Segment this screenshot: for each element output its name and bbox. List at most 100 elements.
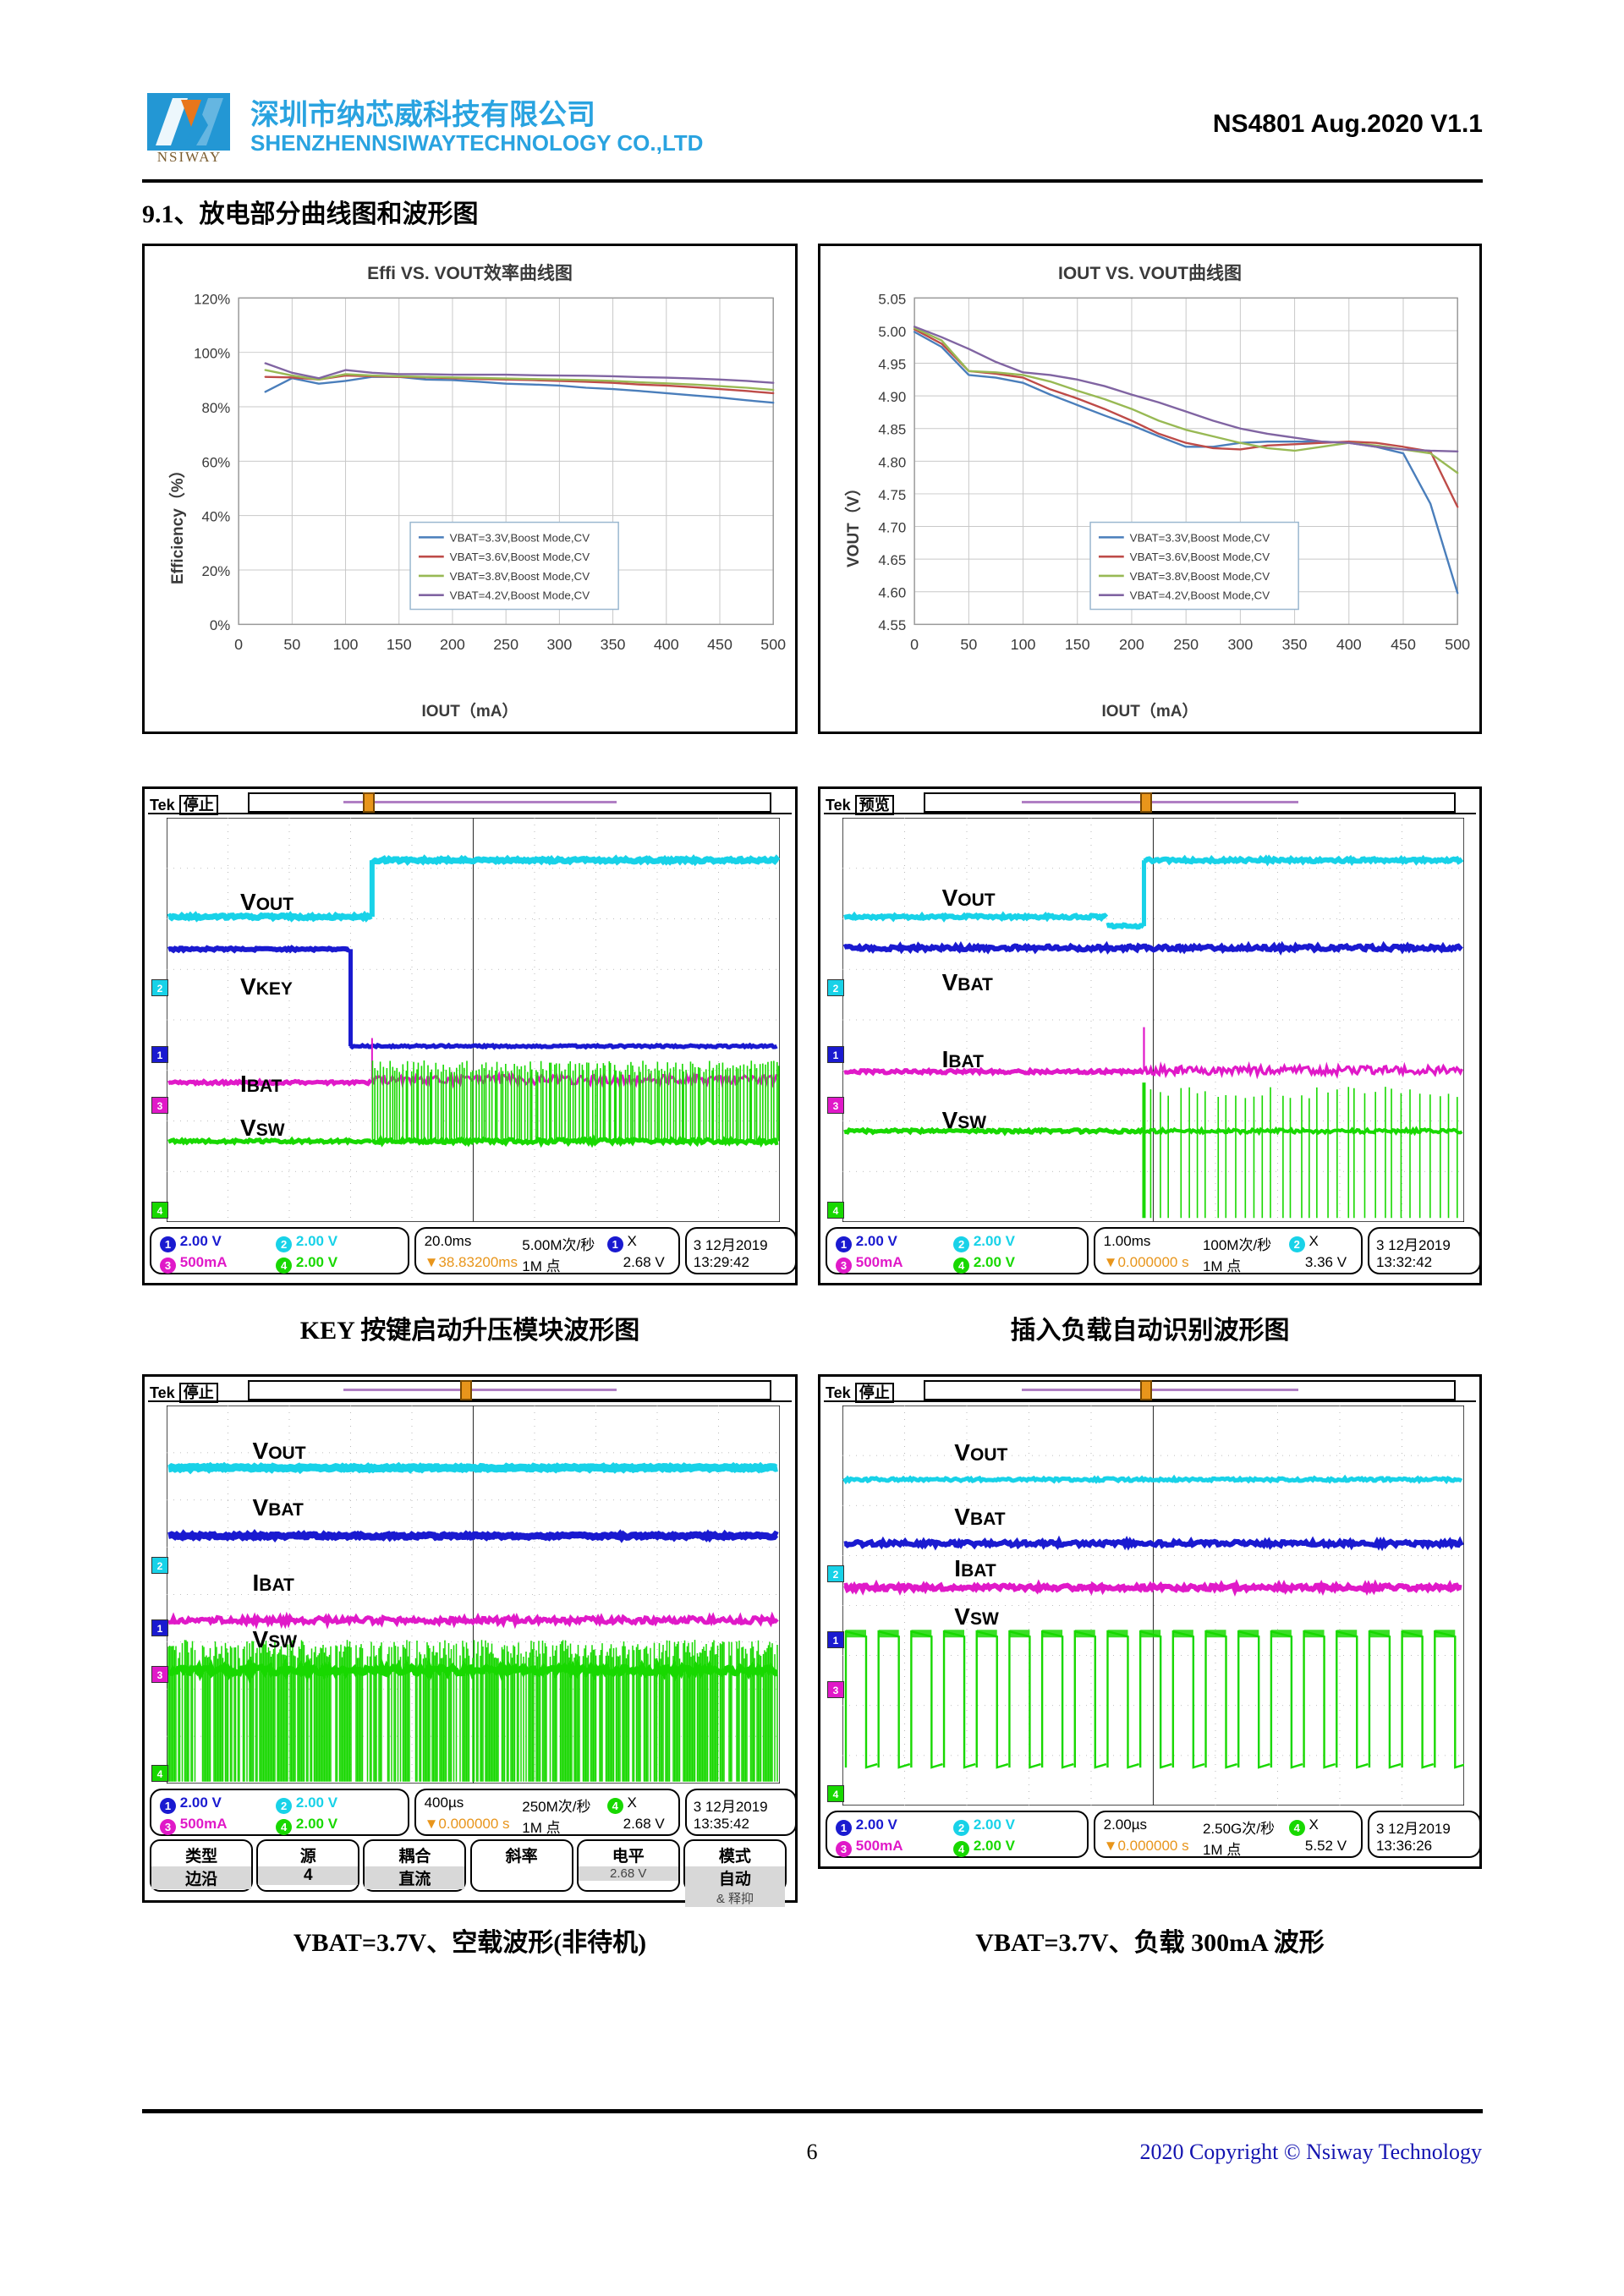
menu-button-2[interactable]: 耦合 直流 xyxy=(363,1839,467,1892)
svg-text:VBAT=3.8V,Boost Mode,CV: VBAT=3.8V,Boost Mode,CV xyxy=(450,570,590,583)
record-length-value: 1M 点 xyxy=(522,1258,561,1274)
figure-panel-scope-noload: Tek 停止 2 1 3 4 VOUT VBAT IBAT VSW 1 2.00 V 2 2.00 … xyxy=(142,1374,798,1907)
trigger-level-value[interactable]: 5.52 V xyxy=(1304,1838,1347,1854)
ch4-scale[interactable]: 4 2.00 V xyxy=(276,1254,337,1274)
section-heading: 9.1、放电部分曲线图和波形图 xyxy=(142,200,479,228)
ch1-scale[interactable]: 1 2.00 V xyxy=(160,1233,222,1252)
channel-marker-4[interactable]: 4 xyxy=(827,1202,844,1219)
menu-button-label: 源 xyxy=(299,1848,316,1866)
timebase-value[interactable]: 2.00µs xyxy=(1103,1817,1148,1833)
scope-brand-status: Tek 停止 xyxy=(826,1381,894,1403)
trigger-source-value[interactable]: 4 X xyxy=(606,1795,637,1814)
timebase-value[interactable]: 20.0ms xyxy=(424,1233,472,1249)
trigger-source-value[interactable]: 2 X xyxy=(1288,1233,1319,1252)
scope-readout-bar: 1 2.00 V 2 2.00 V 3 500mA 4 2.00 V 20.0ms ▼38… xyxy=(150,1227,798,1274)
figure-panel-vout-chart: IOUT VS. VOUT曲线图 VOUT（V） 4.55 4.60 4.65 4.7… xyxy=(818,244,1482,734)
figure-panel-scope-load-detect: Tek 预览 2 1 3 4 VOUT VBAT IBAT VSW 1 2.00 V 2 2.00 … xyxy=(818,786,1482,1285)
channel-dot: 4 xyxy=(953,1841,970,1857)
channel-marker-1[interactable]: 1 xyxy=(151,1619,168,1636)
svg-text:50: 50 xyxy=(283,636,300,653)
channel-marker-4[interactable]: 4 xyxy=(151,1202,168,1219)
scope-record-window xyxy=(924,792,1456,813)
svg-text:5.00: 5.00 xyxy=(878,324,906,340)
scope-date: 3 12月2019 xyxy=(693,1237,768,1253)
timebase-value[interactable]: 400µs xyxy=(424,1795,464,1811)
channel-marker-2[interactable]: 2 xyxy=(151,979,168,997)
ch3-scale[interactable]: 3 500mA xyxy=(160,1254,228,1274)
ch2-scale[interactable]: 2 2.00 V xyxy=(276,1233,337,1252)
ch4-scale[interactable]: 4 2.00 V xyxy=(953,1838,1015,1857)
signal-label-ibat: IBAT xyxy=(240,1070,283,1097)
svg-text:80%: 80% xyxy=(201,400,230,416)
ch2-scale[interactable]: 2 2.00 V xyxy=(953,1817,1015,1836)
svg-text:400: 400 xyxy=(654,636,679,653)
ch4-scale[interactable]: 4 2.00 V xyxy=(953,1254,1015,1274)
channel-marker-2[interactable]: 2 xyxy=(827,1565,844,1583)
channel-marker-3[interactable]: 3 xyxy=(827,1096,844,1114)
channel-dot: 2 xyxy=(953,1236,970,1252)
channel-marker-3[interactable]: 3 xyxy=(827,1681,844,1699)
trigger-source-value[interactable]: 4 X xyxy=(1288,1817,1319,1836)
ch1-scale[interactable]: 1 2.00 V xyxy=(160,1795,222,1814)
ch1-scale[interactable]: 1 2.00 V xyxy=(836,1817,897,1836)
channel-marker-2[interactable]: 2 xyxy=(827,979,844,997)
scope-time: 13:36:26 xyxy=(1375,1838,1433,1854)
trigger-position-value[interactable]: ▼0.000000 s xyxy=(1103,1254,1189,1270)
ch3-scale[interactable]: 3 500mA xyxy=(836,1838,903,1857)
ch3-scale[interactable]: 3 500mA xyxy=(160,1816,228,1835)
menu-button-5[interactable]: 模式 自动 & 释抑 xyxy=(683,1839,787,1907)
company-logo: NSIWAY xyxy=(142,93,242,171)
scope-readout-bar: 1 2.00 V 2 2.00 V 3 500mA 4 2.00 V 1.00ms ▼0.… xyxy=(826,1227,1482,1274)
channel-marker-4[interactable]: 4 xyxy=(151,1764,168,1782)
trigger-source-value[interactable]: 1 X xyxy=(606,1233,637,1252)
scope-brand-label: Tek xyxy=(826,1384,851,1401)
scope-record-window xyxy=(924,1380,1456,1400)
trigger-level-value[interactable]: 2.68 V xyxy=(623,1816,665,1832)
svg-text:100: 100 xyxy=(1011,636,1036,653)
page-number: 6 xyxy=(806,2140,818,2164)
channel-marker-4[interactable]: 4 xyxy=(827,1785,844,1803)
channel-marker-3[interactable]: 3 xyxy=(151,1666,168,1684)
oscilloscope-screen: Tek 预览 2 1 3 4 VOUT VBAT IBAT VSW 1 2.00 V 2 2.00 … xyxy=(820,789,1482,1283)
scope-brand-status: Tek 预览 xyxy=(826,793,894,815)
signal-label-vbat: VBAT xyxy=(941,969,993,996)
channel-marker-3[interactable]: 3 xyxy=(151,1096,168,1114)
logo-wordmark: NSIWAY xyxy=(156,149,222,165)
channel-marker-1[interactable]: 1 xyxy=(827,1046,844,1064)
datetime-box: 3 12月2019 13:32:42 xyxy=(1367,1227,1482,1274)
ch2-scale[interactable]: 2 2.00 V xyxy=(953,1233,1015,1252)
menu-button-label: 斜率 xyxy=(505,1848,538,1866)
channel-marker-1[interactable]: 1 xyxy=(151,1046,168,1064)
ch3-scale[interactable]: 3 500mA xyxy=(836,1254,903,1274)
svg-text:VBAT=3.6V,Boost Mode,CV: VBAT=3.6V,Boost Mode,CV xyxy=(1130,551,1270,563)
trigger-position-value[interactable]: ▼38.83200ms xyxy=(424,1254,518,1270)
svg-text:20%: 20% xyxy=(201,563,230,579)
trigger-position-value[interactable]: ▼0.000000 s xyxy=(1103,1838,1189,1854)
channel-marker-2[interactable]: 2 xyxy=(151,1556,168,1574)
datetime-box: 3 12月2019 13:29:42 xyxy=(684,1227,798,1274)
menu-button-4[interactable]: 电平 2.68 V xyxy=(576,1839,680,1892)
svg-text:0%: 0% xyxy=(210,617,230,633)
timebase-value[interactable]: 1.00ms xyxy=(1103,1233,1151,1249)
ch1-scale[interactable]: 1 2.00 V xyxy=(836,1233,897,1252)
scope-brand-label: Tek xyxy=(826,797,851,814)
trigger-position-value[interactable]: ▼0.000000 s xyxy=(424,1816,510,1832)
svg-text:5.05: 5.05 xyxy=(878,291,906,307)
trigger-position-marker xyxy=(459,1380,472,1400)
menu-button-0[interactable]: 类型 边沿 xyxy=(150,1839,254,1892)
scope-status-label: 预览 xyxy=(854,795,894,815)
trigger-level-value[interactable]: 2.68 V xyxy=(623,1254,665,1270)
svg-text:400: 400 xyxy=(1336,636,1362,653)
ch2-scale[interactable]: 2 2.00 V xyxy=(276,1795,337,1814)
svg-text:450: 450 xyxy=(707,636,732,653)
scope-status-label: 停止 xyxy=(178,1383,218,1403)
ch4-scale[interactable]: 4 2.00 V xyxy=(276,1816,337,1835)
channel-dot: 2 xyxy=(1288,1236,1305,1252)
trigger-level-value[interactable]: 3.36 V xyxy=(1304,1254,1347,1270)
channel-marker-1[interactable]: 1 xyxy=(827,1631,844,1649)
sample-rate-value: 250M次/秒 xyxy=(522,1799,591,1815)
scope-date: 3 12月2019 xyxy=(693,1799,768,1815)
svg-text:VBAT=3.3V,Boost Mode,CV: VBAT=3.3V,Boost Mode,CV xyxy=(450,531,590,544)
menu-button-3[interactable]: 斜率 xyxy=(469,1839,573,1892)
